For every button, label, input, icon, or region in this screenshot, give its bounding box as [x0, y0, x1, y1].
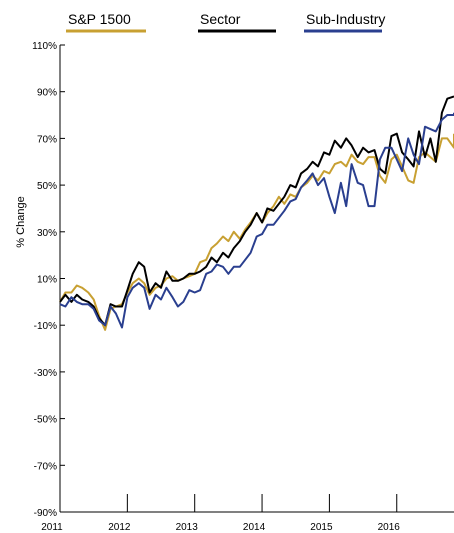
x-tick-label: 2015 — [310, 522, 333, 533]
y-tick-label: -30% — [34, 368, 57, 379]
x-tick-label: 2016 — [378, 522, 401, 533]
y-axis: 110% 90% 70% 50% 30% 10% -10% -30% -50% -70% -90% — [32, 41, 65, 519]
y-tick-label: 70% — [37, 134, 57, 145]
y-tick-label: 110% — [32, 41, 57, 52]
y-tick-label: 30% — [37, 228, 57, 239]
y-tick-label: -50% — [34, 415, 57, 426]
x-tick-label: 2011 — [41, 522, 63, 533]
x-tick-label: 2014 — [243, 522, 266, 533]
y-tick-label: -90% — [34, 508, 57, 519]
x-tick-label: 2012 — [108, 522, 131, 533]
y-tick-label: 10% — [37, 275, 57, 286]
y-tick-label: 50% — [37, 181, 57, 192]
legend-label: Sub-Industry — [306, 11, 385, 27]
y-axis-title: % Change — [15, 196, 27, 247]
legend: S&P 1500 Sector Sub-Industry — [66, 11, 385, 33]
series-line-s-p-1500 — [59, 133, 454, 331]
plot-area — [59, 95, 454, 331]
series-line-sector — [59, 95, 454, 327]
legend-label: S&P 1500 — [68, 11, 131, 27]
y-tick-label: -70% — [34, 461, 57, 472]
y-tick-label: -10% — [34, 321, 57, 332]
y-tick-label: 90% — [37, 88, 57, 99]
x-tick-label: 2013 — [176, 522, 199, 533]
series-line-sub-industry — [59, 112, 454, 329]
x-axis: 2011 2012 2013 2014 2015 2016 — [41, 494, 454, 533]
legend-label: Sector — [200, 11, 241, 27]
